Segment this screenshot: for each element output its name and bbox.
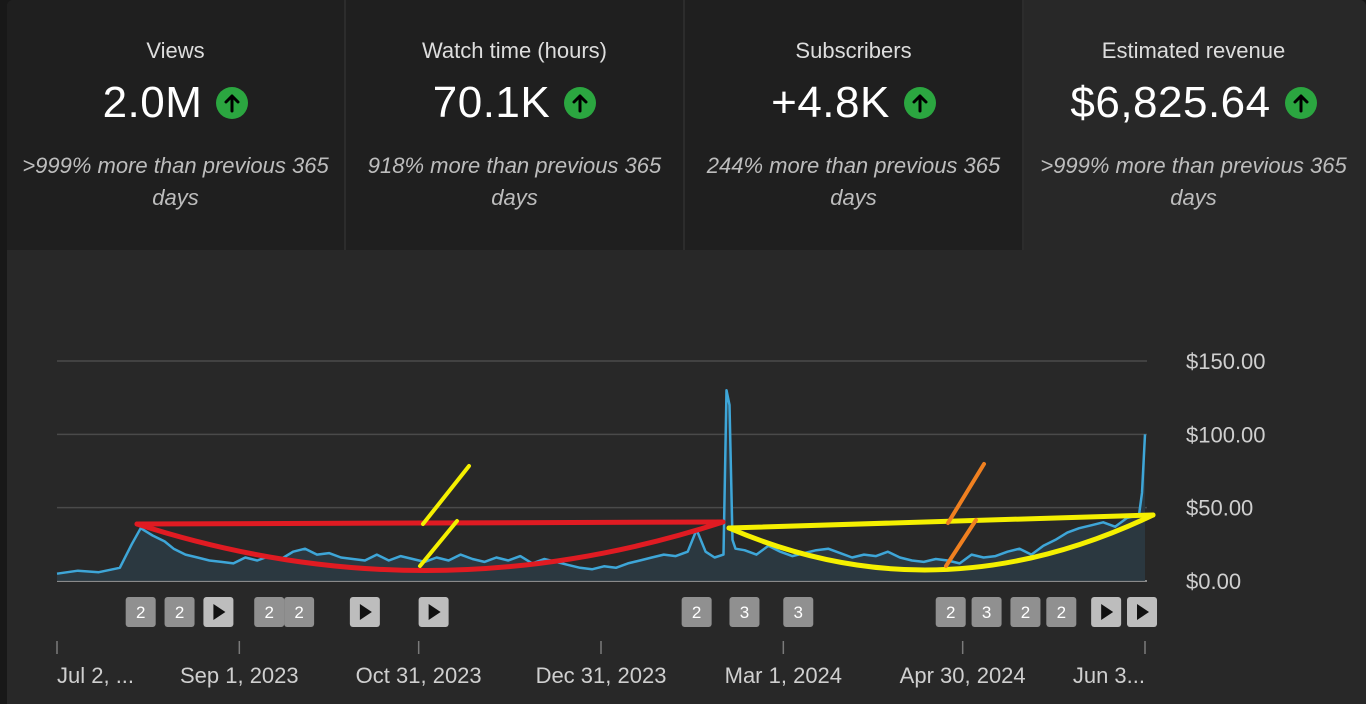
yellow-bowl-annotation <box>726 512 1156 573</box>
marker-label: 2 <box>294 603 303 622</box>
marker-box <box>254 597 285 627</box>
marker-label: 3 <box>740 603 749 622</box>
marker-label: 2 <box>264 603 273 622</box>
marker-box <box>125 597 156 627</box>
series-area <box>57 390 1145 581</box>
upload-count-marker[interactable]: 2 <box>681 597 712 627</box>
video-marker[interactable] <box>349 597 380 627</box>
marker-label: 2 <box>1021 603 1030 622</box>
x-tick-label: Sep 1, 2023 <box>180 663 299 688</box>
marker-label: 2 <box>175 603 184 622</box>
marker-box <box>935 597 966 627</box>
marker-box <box>783 597 814 627</box>
marker-box <box>681 597 712 627</box>
marker-box <box>971 597 1002 627</box>
x-tick-label: Dec 31, 2023 <box>536 663 667 688</box>
card-title: Views <box>146 38 205 63</box>
revenue-chart: $150.00 $100.00 $50.00 $0.00 2 2 2 2 2 3 3 2 3 2 2 Ju… <box>56 349 1266 688</box>
marker-label: 2 <box>1057 603 1066 622</box>
x-axis: Jul 2, ... Sep 1, 2023 Oct 31, 2023 Dec 31,… <box>56 641 1146 688</box>
x-tick-label: Jun 3... <box>1073 663 1145 688</box>
y-tick-label: $0.00 <box>1186 569 1241 594</box>
marker-box <box>284 597 315 627</box>
upload-count-marker[interactable]: 2 <box>1046 597 1077 627</box>
card-title: Estimated revenue <box>1101 38 1286 63</box>
card-title: Watch time (hours) <box>421 38 607 63</box>
card-value: 2.0M <box>102 78 203 127</box>
play-icon <box>213 604 226 620</box>
upload-count-marker[interactable]: 2 <box>1010 597 1041 627</box>
card-value: $6,825.64 <box>1070 78 1271 127</box>
analytics-panel: Views 2.0M >999% more than previous 365 … <box>7 0 1366 704</box>
upload-count-marker[interactable]: 3 <box>783 597 814 627</box>
play-icon <box>1101 604 1114 620</box>
play-icon <box>1137 604 1150 620</box>
metric-card-watch-time[interactable]: Watch time (hours) 70.1K 918% more than … <box>346 0 685 250</box>
play-icon <box>428 604 441 620</box>
red-bowl-annotation <box>134 519 726 527</box>
marker-label: 3 <box>794 603 803 622</box>
upload-count-marker[interactable]: 2 <box>125 597 156 627</box>
x-tick-label: Apr 30, 2024 <box>900 663 1026 688</box>
marker-box <box>164 597 195 627</box>
video-marker[interactable] <box>1091 597 1122 627</box>
metric-cards: Views 2.0M >999% more than previous 365 … <box>7 0 1366 250</box>
metric-card-subscribers[interactable]: Subscribers +4.8K 244% more than previou… <box>685 0 1024 250</box>
x-tick-label: Oct 31, 2023 <box>356 663 482 688</box>
card-comparison: 918% more than previous 365 days <box>367 153 662 210</box>
arrow-up-circle-icon <box>1284 87 1317 119</box>
video-marker[interactable] <box>203 597 234 627</box>
upload-count-marker[interactable]: 2 <box>935 597 966 627</box>
y-axis: $150.00 $100.00 $50.00 $0.00 <box>1186 349 1266 594</box>
arrow-up-circle-icon <box>216 87 249 119</box>
video-marker[interactable] <box>418 597 449 627</box>
marker-label: 2 <box>692 603 701 622</box>
video-marker[interactable] <box>1127 597 1158 627</box>
upload-count-marker[interactable]: 2 <box>254 597 285 627</box>
card-value-row: $6,825.64 <box>1024 78 1363 128</box>
y-tick-label: $100.00 <box>1186 422 1266 447</box>
y-tick-label: $50.00 <box>1186 496 1253 521</box>
orange-lightning-annotation <box>944 462 986 568</box>
arrow-up-circle-icon <box>564 87 597 119</box>
upload-count-marker[interactable]: 3 <box>971 597 1002 627</box>
marker-label: 3 <box>982 603 991 622</box>
x-tick-label: Mar 1, 2024 <box>725 663 842 688</box>
x-tick-label: Jul 2, ... <box>57 663 134 688</box>
upload-count-marker[interactable]: 3 <box>729 597 760 627</box>
upload-count-marker[interactable]: 2 <box>284 597 315 627</box>
card-value: +4.8K <box>771 78 890 127</box>
red-bowl-annotation <box>134 519 726 573</box>
marker-box <box>729 597 760 627</box>
card-title: Subscribers <box>795 38 912 63</box>
arrow-up-circle-icon <box>903 87 936 119</box>
card-value-row: 70.1K <box>346 78 683 128</box>
yellow-bowl-annotation <box>726 512 1156 531</box>
marker-label: 2 <box>946 603 955 622</box>
yellow-lightning-annotation <box>418 464 471 568</box>
card-value-row: 2.0M <box>7 78 344 128</box>
metric-card-revenue[interactable]: Estimated revenue $6,825.64 >999% more t… <box>1024 0 1363 250</box>
marker-box <box>1046 597 1077 627</box>
card-comparison: 244% more than previous 365 days <box>706 153 1001 210</box>
y-tick-label: $150.00 <box>1186 349 1266 374</box>
upload-count-marker[interactable]: 2 <box>164 597 195 627</box>
card-comparison: >999% more than previous 365 days <box>1040 153 1347 210</box>
card-value: 70.1K <box>432 78 551 127</box>
play-icon <box>359 604 372 620</box>
annotation-markers: 2 2 2 2 2 3 3 2 3 2 2 <box>125 597 1158 627</box>
marker-box <box>1010 597 1041 627</box>
hand-drawn-annotations <box>134 462 1156 573</box>
card-value-row: +4.8K <box>685 78 1022 128</box>
marker-label: 2 <box>136 603 145 622</box>
card-comparison: >999% more than previous 365 days <box>22 153 329 210</box>
metric-card-views[interactable]: Views 2.0M >999% more than previous 365 … <box>7 0 346 250</box>
